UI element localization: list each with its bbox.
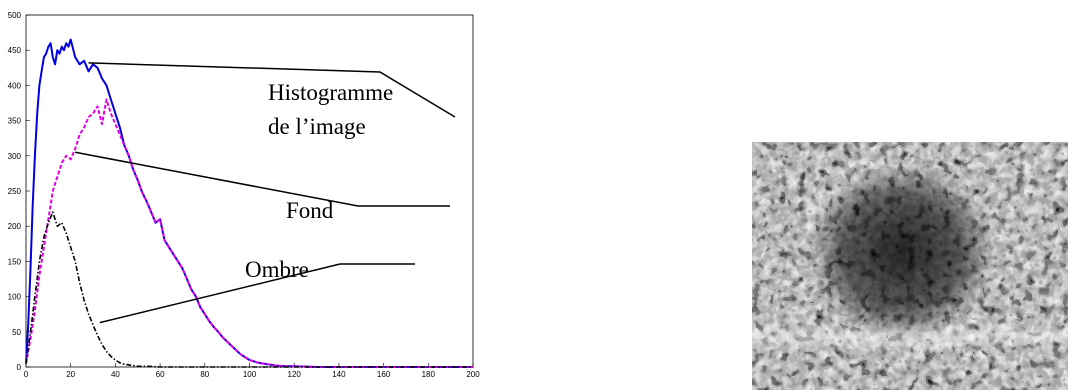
y-tick-label: 400 (8, 81, 22, 90)
x-tick-label: 40 (111, 370, 120, 379)
annotation-ombre-line-0: Ombre (245, 257, 309, 282)
x-tick-label: 140 (332, 370, 346, 379)
x-tick-label: 100 (243, 370, 257, 379)
y-tick-label: 50 (12, 328, 21, 337)
y-axis-ticks: 0 50 100 150 200 250 300 350 400 450 500 (8, 11, 30, 372)
shadow-region (810, 164, 994, 340)
y-tick-label: 500 (8, 11, 22, 20)
y-tick-label: 200 (8, 222, 22, 231)
annotations: Histogramme de l’image Fond Ombre (245, 80, 393, 282)
leader-line-ombre (99, 263, 415, 324)
y-tick-label: 450 (8, 46, 22, 55)
y-tick-label: 100 (8, 293, 22, 302)
histogram-chart: 0 20 40 60 80 100 120 140 160 180 200 0 50 100 150 200… (8, 11, 481, 379)
bright-band (752, 324, 1068, 350)
x-tick-label: 20 (66, 370, 75, 379)
x-tick-label: 200 (466, 370, 480, 379)
leader-line-fond (75, 151, 450, 207)
leader-line-histogramme (88, 62, 456, 118)
x-tick-label: 120 (288, 370, 302, 379)
x-tick-label: 180 (422, 370, 436, 379)
y-tick-label: 250 (8, 187, 22, 196)
annotation-fond-line-0: Fond (286, 198, 334, 223)
annotation-histogramme-line-1: de l’image (268, 114, 366, 139)
x-tick-label: 0 (24, 370, 29, 379)
series-line-fond (25, 98, 473, 368)
x-tick-label: 80 (200, 370, 209, 379)
x-tick-label: 160 (377, 370, 391, 379)
y-tick-label: 300 (8, 152, 22, 161)
sonar-image (752, 142, 1068, 390)
annotation-leaders (75, 62, 456, 324)
y-tick-label: 150 (8, 257, 22, 266)
y-tick-label: 0 (17, 363, 22, 372)
series-group (25, 38, 473, 368)
y-tick-label: 350 (8, 117, 22, 126)
x-tick-label: 60 (156, 370, 165, 379)
annotation-histogramme-line-0: Histogramme (268, 80, 393, 105)
